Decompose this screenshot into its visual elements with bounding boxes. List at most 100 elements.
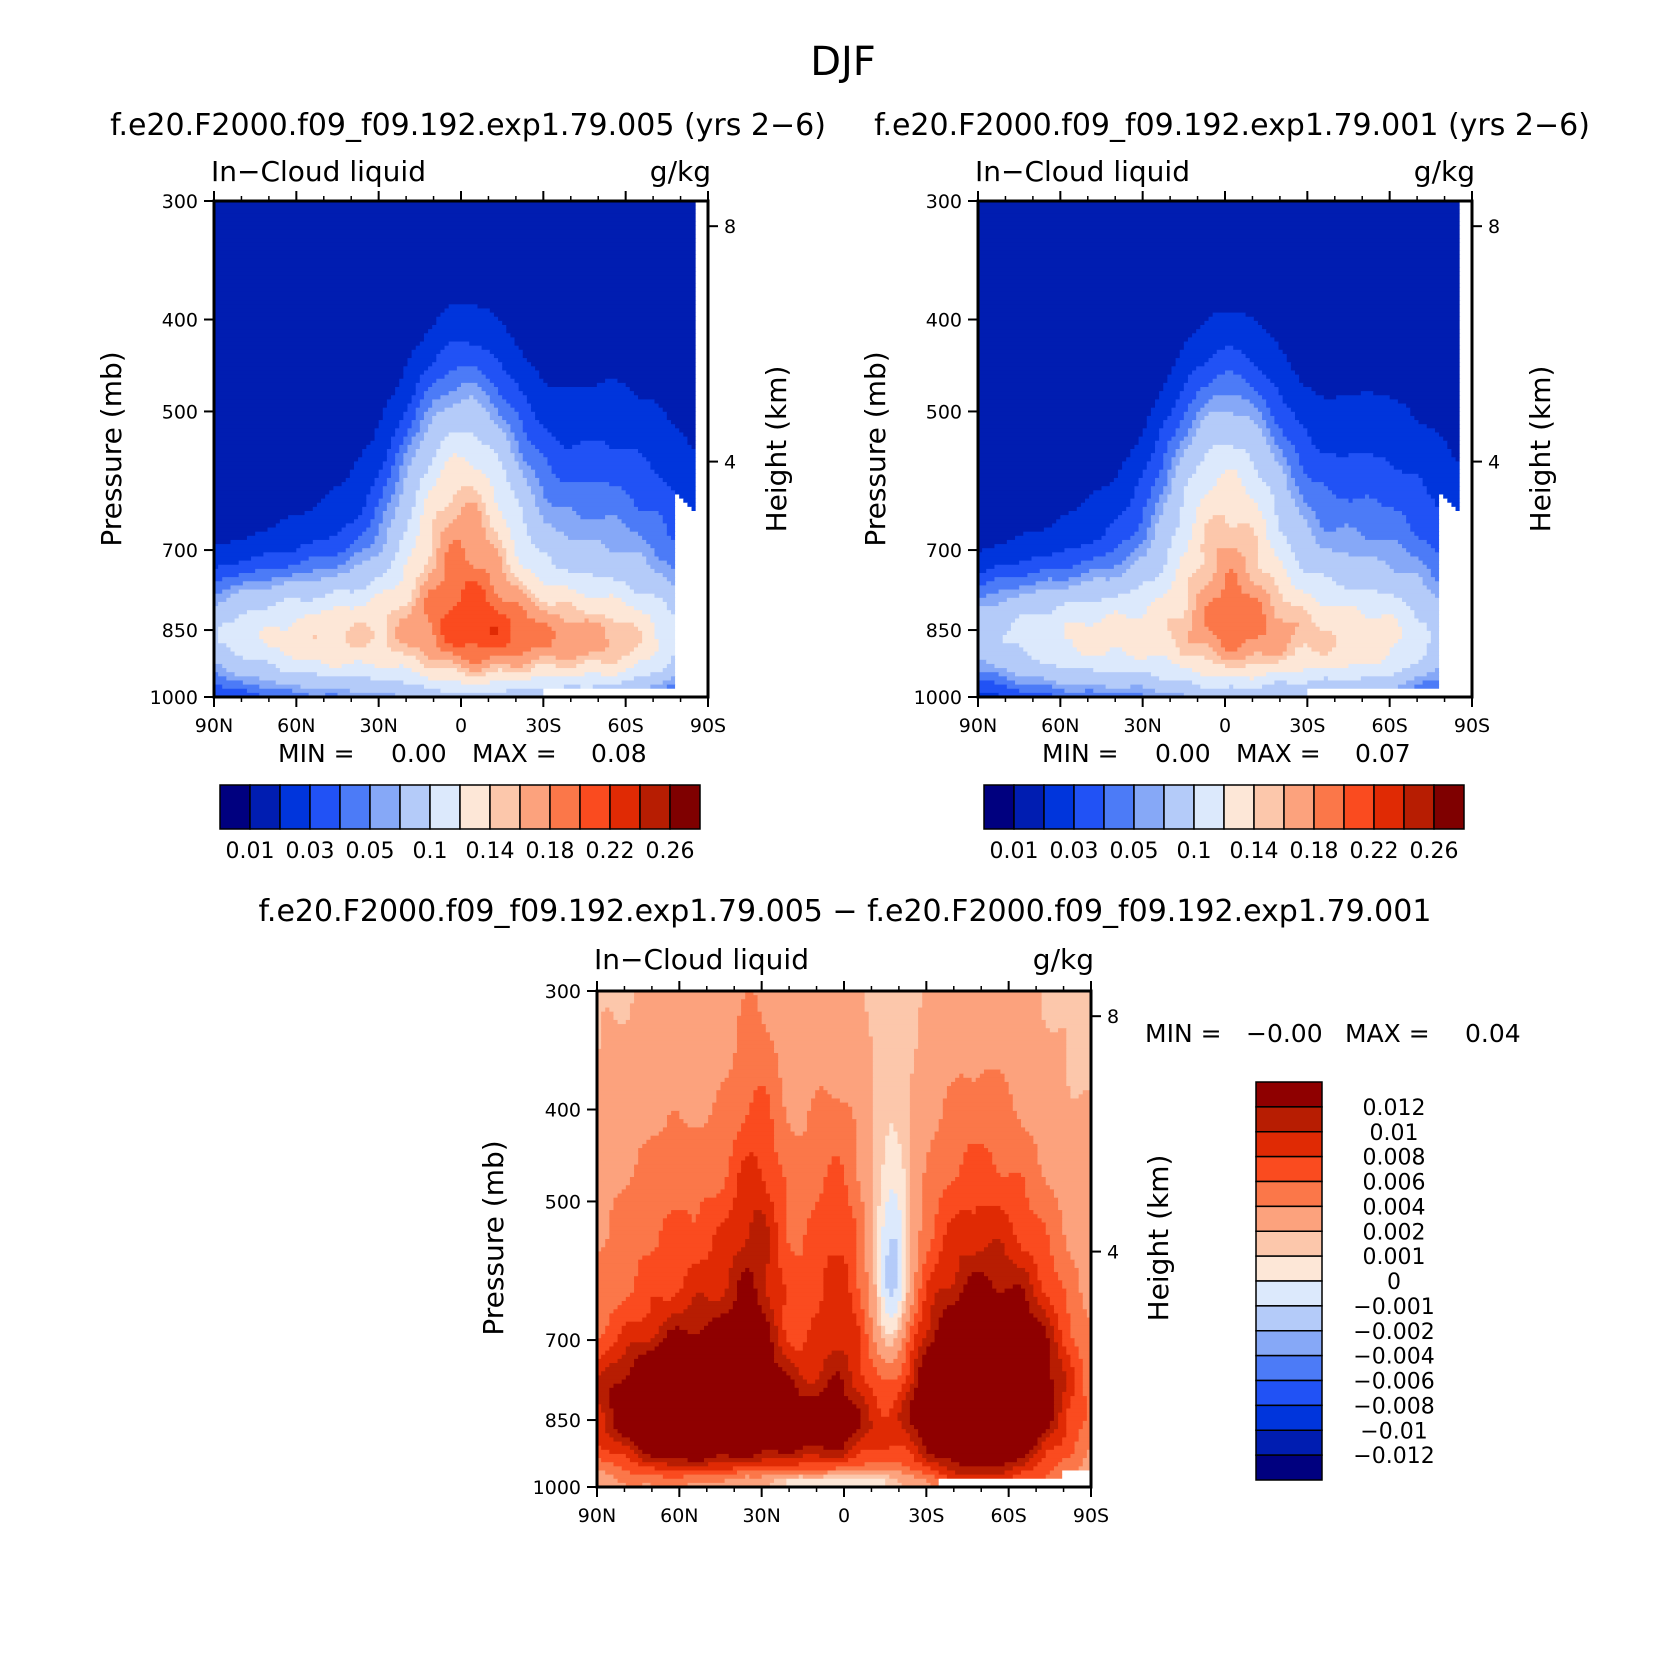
contour-cell bbox=[1163, 457, 1173, 462]
contour-cell bbox=[868, 1383, 903, 1389]
contour-cell bbox=[605, 630, 643, 636]
contour-cell bbox=[889, 1189, 894, 1195]
contour-cell bbox=[646, 560, 668, 566]
contour-cell bbox=[1245, 312, 1461, 318]
contour-cell bbox=[876, 1263, 882, 1269]
panel-1-max-label: MAX = bbox=[472, 739, 557, 768]
contour-cell bbox=[1196, 366, 1259, 372]
contour-cell bbox=[1299, 486, 1329, 491]
x-tick-label: 0 bbox=[455, 715, 467, 737]
contour-cell bbox=[864, 1375, 882, 1381]
contour-cell bbox=[597, 1177, 631, 1182]
contour-cell bbox=[436, 639, 446, 644]
contour-cell bbox=[1311, 440, 1448, 446]
contour-cell bbox=[1377, 589, 1432, 595]
contour-cell bbox=[214, 610, 248, 615]
contour-cell bbox=[848, 1197, 862, 1203]
contour-cell bbox=[522, 581, 544, 586]
contour-cell bbox=[1142, 539, 1152, 545]
contour-cell bbox=[769, 1321, 775, 1327]
contour-cell bbox=[786, 1189, 825, 1195]
contour-cell bbox=[650, 1482, 689, 1487]
contour-cell bbox=[905, 1292, 915, 1298]
contour-cell bbox=[852, 1301, 862, 1306]
contour-cell bbox=[477, 382, 495, 388]
contour-cell bbox=[1033, 1445, 1043, 1451]
contour-cell bbox=[597, 1478, 619, 1484]
contour-cell bbox=[844, 1379, 853, 1385]
contour-cell bbox=[452, 453, 458, 458]
contour-cell bbox=[502, 511, 524, 516]
contour-cell bbox=[597, 1193, 619, 1199]
contour-cell bbox=[506, 577, 520, 582]
contour-cell bbox=[1286, 535, 1317, 541]
contour-cell bbox=[514, 457, 524, 462]
contour-cell bbox=[1426, 539, 1440, 545]
contour-cell bbox=[732, 1148, 775, 1153]
contour-cell bbox=[1410, 663, 1440, 669]
contour-cell bbox=[1025, 1296, 1039, 1302]
contour-cell bbox=[881, 1267, 886, 1273]
contour-cell bbox=[510, 449, 520, 454]
contour-cell bbox=[1447, 444, 1461, 450]
contour-cell bbox=[271, 585, 367, 591]
contour-cell bbox=[605, 440, 689, 446]
contour-cell bbox=[872, 1358, 886, 1364]
contour-cell bbox=[1058, 1197, 1091, 1203]
contour-cell bbox=[325, 692, 339, 697]
contour-cell bbox=[465, 581, 479, 586]
contour-cell bbox=[934, 1267, 960, 1273]
contour-cell bbox=[246, 535, 330, 541]
contour-cell bbox=[214, 606, 269, 611]
contour-cell bbox=[1062, 1358, 1072, 1364]
contour-cell bbox=[1171, 635, 1189, 640]
contour-cell bbox=[881, 1201, 886, 1207]
contour-cell bbox=[597, 1383, 615, 1389]
contour-cell bbox=[1053, 1408, 1063, 1414]
contour-cell bbox=[1274, 415, 1296, 421]
contour-cell bbox=[913, 1280, 923, 1286]
contour-cell bbox=[819, 1086, 825, 1091]
contour-cell bbox=[1163, 486, 1173, 491]
contour-cell bbox=[1402, 544, 1432, 549]
contour-cell bbox=[214, 461, 355, 467]
contour-cell bbox=[489, 581, 511, 586]
contour-cell bbox=[1253, 316, 1461, 322]
contour-cell bbox=[489, 482, 511, 487]
contour-cell bbox=[391, 564, 404, 570]
contour-cell bbox=[411, 597, 417, 603]
contour-cell bbox=[1192, 424, 1201, 429]
contour-cell bbox=[543, 424, 676, 429]
contour-cell bbox=[1266, 399, 1284, 405]
contour-cell bbox=[790, 1243, 804, 1248]
contour-cell bbox=[922, 1003, 1043, 1009]
contour-cell bbox=[806, 1123, 857, 1128]
contour-cell bbox=[1204, 655, 1222, 661]
contour-cell bbox=[1053, 1338, 1063, 1343]
contour-cell bbox=[1150, 601, 1189, 607]
contour-cell bbox=[786, 1288, 825, 1294]
contour-cell bbox=[642, 635, 656, 640]
contour-cell bbox=[1270, 597, 1284, 603]
contour-cell bbox=[498, 506, 524, 512]
contour-cell bbox=[978, 498, 1086, 504]
contour-cell bbox=[1430, 568, 1440, 574]
contour-cell bbox=[885, 1263, 899, 1269]
contour-cell bbox=[1327, 651, 1391, 657]
contour-cell bbox=[872, 1123, 890, 1128]
contour-cell bbox=[736, 1292, 759, 1298]
contour-cell bbox=[994, 564, 1074, 570]
contour-cell bbox=[1012, 1094, 1072, 1100]
contour-cell bbox=[395, 387, 417, 392]
contour-cell bbox=[811, 1214, 853, 1219]
contour-cell bbox=[621, 486, 672, 491]
contour-cell bbox=[1175, 453, 1185, 458]
x-tick-label: 0 bbox=[838, 1505, 850, 1527]
contour-cell bbox=[856, 1317, 866, 1323]
contour-cell bbox=[897, 1391, 907, 1397]
contour-cell bbox=[778, 1152, 857, 1157]
contour-cell bbox=[679, 494, 697, 500]
contour-cell bbox=[823, 1189, 849, 1195]
contour-cell bbox=[1049, 1317, 1059, 1323]
contour-cell bbox=[1006, 668, 1094, 673]
